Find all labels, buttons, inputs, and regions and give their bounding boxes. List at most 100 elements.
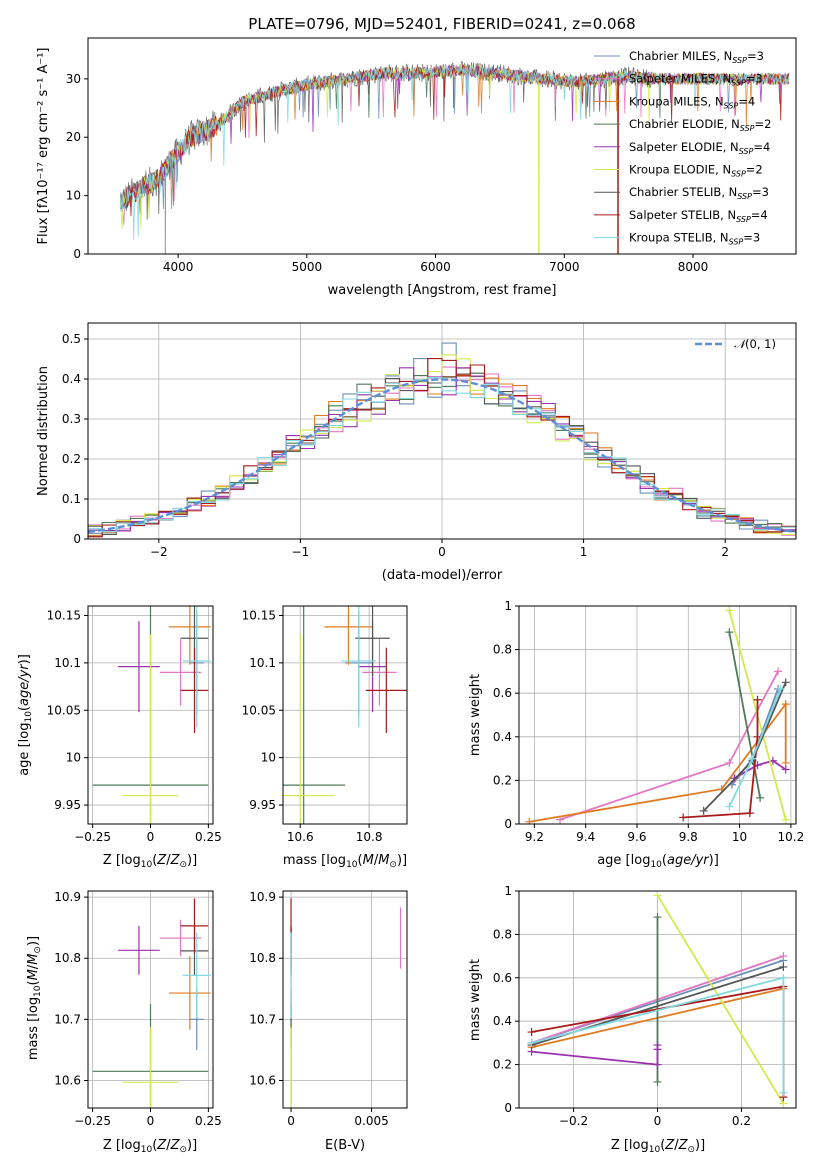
weight-vs-z-marker-chabrier-elodie bbox=[653, 913, 662, 922]
age-vs-mass-panel: 10.6 10.8 9.95 10 10.05 10.1 10.15 mass [log10… bbox=[242, 605, 408, 870]
legend-label-salpeter-elodie: Salpeter ELODIE, NSSP=4 bbox=[629, 140, 770, 156]
weight-z-ylabel: mass weight bbox=[468, 959, 483, 1041]
weight-vs-age-ytick-label: 0.4 bbox=[493, 730, 512, 744]
residual-histogram-ytick-label: 0.1 bbox=[62, 492, 81, 506]
weight-vs-z-line-kroupa-elodie bbox=[656, 894, 785, 1105]
weight-vs-z-ytick-label: 0.6 bbox=[493, 971, 512, 985]
weight-vs-age-ytick-label: 0.8 bbox=[493, 643, 512, 657]
spectrum-ylabel: Flux [fλ10⁻¹⁷ erg cm⁻² s⁻¹ A⁻¹] bbox=[36, 48, 51, 245]
spectrum-xtick-label: 4000 bbox=[163, 260, 194, 274]
mass-vs-z-xtick-label: 0.25 bbox=[195, 1114, 222, 1128]
weight-vs-age-marker-salpeter-miles bbox=[774, 667, 783, 676]
weight-vs-z-marker-kroupa-stelib bbox=[779, 1088, 788, 1097]
weight-vs-age-marker-kroupa-elodie bbox=[725, 606, 734, 615]
age-vs-mass-errorbars bbox=[283, 606, 407, 824]
weight-vs-z-marker-salpeter-miles bbox=[779, 952, 788, 961]
mass-vs-z-ytick-label: 10.8 bbox=[54, 951, 81, 965]
residual-histogram-xtick-label: −1 bbox=[292, 545, 310, 559]
histogram-panel: −2 −1 0 1 2 0 0.1 0.2 0.3 0.4 0.5 (data-model)/err… bbox=[36, 322, 797, 583]
weight-vs-z-xtick-label: 0 bbox=[654, 1114, 662, 1128]
weight-vs-age-marker-kroupa-elodie bbox=[781, 815, 790, 824]
age-vs-z-ytick-label: 10.15 bbox=[47, 608, 81, 622]
weight-vs-age-ytick-label: 1 bbox=[504, 599, 512, 613]
spectrum-xtick-label: 7000 bbox=[549, 260, 580, 274]
spectrum-ytick-label: 0 bbox=[73, 247, 81, 261]
weight-vs-age-ytick-label: 0.6 bbox=[493, 686, 512, 700]
weight-vs-age-marker-kroupa-miles bbox=[781, 700, 790, 709]
spectrum-ytick-label: 20 bbox=[66, 130, 81, 144]
age-vs-mass-ytick-label: 10.05 bbox=[242, 703, 276, 717]
legend-label-salpeter-stelib: Salpeter STELIB, NSSP=4 bbox=[629, 208, 768, 224]
age-vs-z-ytick-label: 9.95 bbox=[54, 798, 81, 812]
weight-vs-z-marker-kroupa-stelib bbox=[779, 973, 788, 982]
residual-histogram-ytick-label: 0.5 bbox=[62, 332, 81, 346]
age-vs-mass-ytick-label: 10 bbox=[261, 751, 276, 765]
age-z-xlabel: Z [log10(Z/Z⊙)] bbox=[103, 853, 197, 870]
age-vs-z-ytick-label: 10.1 bbox=[54, 656, 81, 670]
weight-vs-age-marker-kroupa-stelib bbox=[776, 684, 785, 693]
age-vs-z-ytick-label: 10 bbox=[66, 751, 81, 765]
spectrum-xtick-label: 8000 bbox=[678, 260, 709, 274]
weight-vs-z-marker-chabrier-stelib bbox=[779, 962, 788, 971]
spectrum-line-chabrier-stelib bbox=[120, 60, 655, 254]
weight-age-xlabel: age [log10(age/yr)] bbox=[597, 853, 719, 870]
weight-vs-age-xtick-label: 9.6 bbox=[627, 830, 646, 844]
mass-ebv-xlabel: E(B-V) bbox=[325, 1138, 365, 1153]
weight-vs-age-marker-salpeter-elodie bbox=[781, 765, 790, 774]
weight-vs-age-marker-chabrier-stelib bbox=[781, 678, 790, 687]
weight-vs-age-marker-chabrier-elodie bbox=[725, 628, 734, 637]
spectrum-xtick-label: 6000 bbox=[420, 260, 451, 274]
mass-vs-z-errorbars bbox=[92, 898, 211, 1108]
mass-vs-z-ytick-label: 10.7 bbox=[54, 1012, 81, 1026]
weight-vs-age-line-salpeter-stelib bbox=[683, 699, 759, 819]
mass-vs-ebv-ytick-label: 10.6 bbox=[249, 1073, 276, 1087]
weight-vs-age-ytick-label: 0.2 bbox=[493, 773, 512, 787]
spectrum-xtick-label: 5000 bbox=[292, 260, 323, 274]
weight-vs-age-xtick-label: 9.2 bbox=[525, 830, 544, 844]
age-vs-z-ytick-label: 10.05 bbox=[47, 703, 81, 717]
spectrum-line-kroupa-stelib bbox=[119, 64, 790, 240]
mass-vs-z-xtick-label: 0 bbox=[147, 1114, 155, 1128]
mass-z-xlabel: Z [log10(Z/Z⊙)] bbox=[103, 1138, 197, 1155]
weight-vs-z-marker-kroupa-stelib bbox=[527, 1038, 536, 1047]
age-vs-mass-frame bbox=[282, 605, 408, 825]
spectrum-ytick-label: 30 bbox=[66, 72, 81, 86]
gaussian-legend-label: 𝒩(0, 1) bbox=[734, 337, 776, 351]
weight-vs-age-marker-salpeter-stelib bbox=[679, 813, 688, 822]
mass-z-ylabel: mass [log10(M/M⊙)] bbox=[26, 936, 43, 1060]
legend-label-salpeter-miles: Salpeter MILES, NSSP=3 bbox=[629, 72, 763, 88]
histogram-step-salpeter-stelib bbox=[88, 358, 796, 538]
mass-vs-ebv-errorbars bbox=[290, 898, 402, 1108]
mass-vs-z-xtick-label: −0.25 bbox=[74, 1114, 111, 1128]
weight-vs-age-marker-salpeter-stelib bbox=[753, 695, 762, 704]
weight-vs-age-marker-salpeter-stelib bbox=[745, 809, 754, 818]
weight-vs-metallicity-panel: −0.2 0 0.2 0 0.2 0.4 0.6 0.8 1 Z [log10(Z/Z⊙)] m… bbox=[468, 884, 797, 1155]
mass-vs-ebv-ytick-label: 10.8 bbox=[249, 951, 276, 965]
gaussian-curve bbox=[88, 378, 796, 534]
spectrum-panel: 4000 5000 6000 7000 8000 0 10 20 30 wavelength [… bbox=[36, 37, 797, 298]
weight-age-ylabel: mass weight bbox=[468, 674, 483, 756]
weight-vs-age-xtick-label: 9.4 bbox=[576, 830, 595, 844]
weight-vs-age-frame bbox=[518, 605, 797, 825]
mass-vs-ebv-frame bbox=[282, 890, 408, 1109]
histogram-steps bbox=[88, 342, 796, 538]
histogram-xlabel: (data-model)/error bbox=[382, 568, 503, 583]
weight-vs-z-line-salpeter-elodie bbox=[531, 1045, 659, 1066]
weight-vs-age-lines bbox=[525, 606, 790, 824]
mass-vs-ebv-ytick-label: 10.9 bbox=[249, 890, 276, 904]
legend-label-chabrier-miles: Chabrier MILES, NSSP=3 bbox=[629, 49, 764, 65]
age-vs-mass-ytick-label: 10.15 bbox=[242, 608, 276, 622]
residual-histogram-xtick-label: 1 bbox=[580, 545, 588, 559]
weight-vs-age-marker-kroupa-stelib bbox=[725, 802, 734, 811]
legend-label-kroupa-elodie: Kroupa ELODIE, NSSP=2 bbox=[629, 163, 763, 179]
weight-vs-z-ytick-label: 0.8 bbox=[493, 927, 512, 941]
mass-vs-ebv-xtick-label: 0 bbox=[287, 1114, 295, 1128]
weight-vs-z-marker-salpeter-elodie bbox=[653, 1060, 662, 1069]
weight-vs-z-ytick-label: 0.4 bbox=[493, 1014, 512, 1028]
spectrum-ytick-label: 10 bbox=[66, 189, 81, 203]
weight-vs-z-xtick-label: 0.2 bbox=[732, 1114, 751, 1128]
legend-label-kroupa-miles: Kroupa MILES, NSSP=4 bbox=[629, 94, 755, 110]
weight-vs-age-marker-kroupa-stelib bbox=[748, 754, 757, 763]
weight-vs-z-ytick-label: 1 bbox=[504, 884, 512, 898]
